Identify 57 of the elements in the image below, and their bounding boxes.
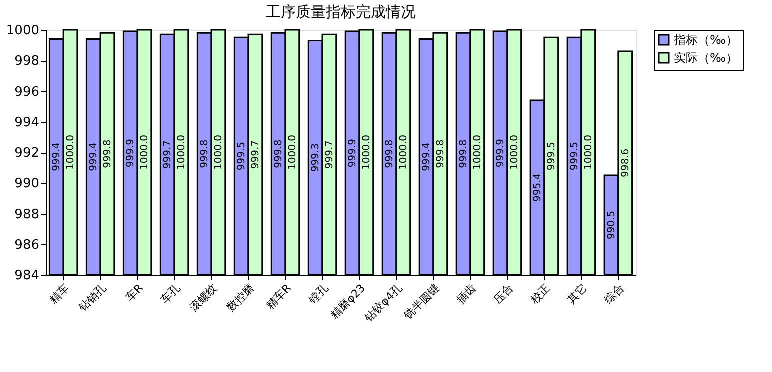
y-tick-label: 990 — [14, 176, 40, 192]
data-label: 999.5 — [546, 142, 558, 171]
data-label: 999.4 — [52, 142, 63, 172]
x-tick-label: 其它 — [565, 282, 590, 307]
data-label: 999.5 — [236, 142, 248, 171]
data-label: 995.4 — [532, 173, 544, 202]
x-tick-label: 压合 — [491, 282, 516, 307]
data-label: 999.9 — [496, 138, 507, 168]
data-label: 1000.0 — [361, 135, 372, 170]
y-tick-label: 984 — [14, 268, 40, 284]
x-tick-label: 插齿 — [454, 282, 479, 307]
x-tick-label: 滚螺纹 — [187, 282, 220, 314]
y-tick-label: 986 — [14, 238, 40, 253]
x-tick-label: 镗孔 — [306, 282, 331, 308]
data-label: 1000.0 — [213, 135, 224, 170]
data-label: 999.7 — [324, 140, 336, 170]
data-label: 1000.0 — [583, 135, 594, 170]
x-tick-label: 钻销孔 — [76, 282, 110, 316]
data-label: 1000.0 — [509, 135, 520, 170]
data-label: 999.7 — [162, 140, 174, 170]
x-tick-label: 综合 — [602, 282, 627, 307]
data-label: 999.9 — [126, 138, 137, 168]
data-label: 990.5 — [606, 210, 618, 240]
y-tick-label: 992 — [14, 146, 40, 161]
x-tick-label: 车R — [124, 282, 146, 304]
data-label: 998.6 — [620, 148, 632, 178]
legend-label: 指标（‰） — [673, 33, 738, 47]
data-label: 999.7 — [250, 140, 262, 170]
chart-title: 工序质量指标完成情况 — [266, 3, 416, 21]
data-label: 1000.0 — [66, 135, 77, 170]
data-label: 999.4 — [88, 142, 100, 172]
data-label: 1000.0 — [139, 135, 150, 170]
data-label: 999.8 — [458, 140, 470, 168]
x-tick-label: 精车 — [47, 282, 72, 307]
data-label: 999.8 — [200, 140, 211, 168]
x-tick-label: 校正 — [527, 282, 553, 308]
data-label: 999.4 — [422, 142, 433, 172]
y-tick-label: 1000 — [6, 24, 40, 38]
data-label: 999.5 — [570, 142, 581, 171]
data-label: 999.8 — [102, 140, 114, 168]
data-label: 999.9 — [348, 138, 359, 168]
legend-label: 实际（‰） — [674, 51, 738, 65]
data-label: 999.8 — [435, 140, 446, 168]
data-label: 1000.0 — [398, 135, 410, 170]
data-label: 999.8 — [274, 140, 285, 168]
y-tick-label: 994 — [14, 115, 40, 130]
y-tick-label: 996 — [14, 84, 40, 100]
x-tick-label: 车孔 — [158, 282, 184, 307]
x-tick-label: 精车R — [264, 282, 294, 312]
x-tick-label: 数控磨 — [224, 282, 258, 314]
data-label: 1000.0 — [287, 135, 298, 170]
data-label: 999.8 — [384, 140, 396, 168]
data-label: 1000.0 — [176, 135, 188, 170]
y-tick-label: 988 — [14, 207, 40, 222]
y-tick-label: 998 — [14, 54, 40, 70]
data-label: 999.3 — [310, 144, 322, 172]
data-label: 1000.0 — [472, 135, 484, 170]
